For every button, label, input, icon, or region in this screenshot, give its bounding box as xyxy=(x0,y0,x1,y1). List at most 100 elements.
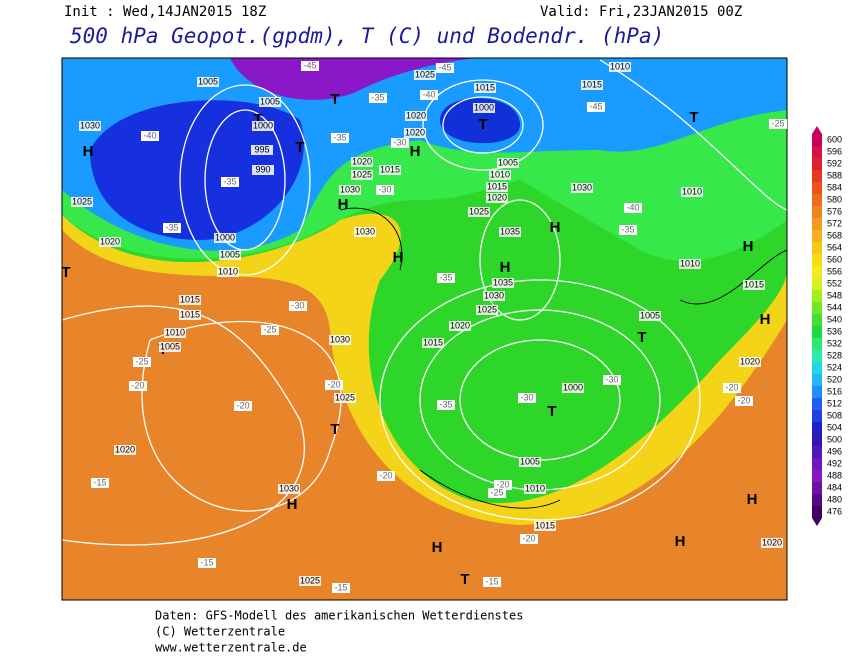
legend-swatch xyxy=(812,506,822,518)
legend-label: 480 xyxy=(827,494,842,504)
legend-label: 592 xyxy=(827,158,842,168)
legend-label: 520 xyxy=(827,374,842,384)
isobar-label: 1015 xyxy=(380,164,400,174)
isobar-label: 1020 xyxy=(352,156,372,166)
isobar-label: 1025 xyxy=(477,304,497,314)
isobar-label-bg xyxy=(114,445,136,455)
temperature-label: -15 xyxy=(93,477,106,487)
legend-swatch xyxy=(812,410,822,422)
legend-label: 600 xyxy=(827,134,842,144)
isobar-label: 1010 xyxy=(610,61,630,71)
temperature-label: -35 xyxy=(223,176,236,186)
temperature-label-bg xyxy=(129,381,147,391)
isobar-label: 1025 xyxy=(300,575,320,585)
legend-swatch xyxy=(812,206,822,218)
temperature-label-bg xyxy=(234,401,252,411)
temperature-label: -30 xyxy=(393,137,406,147)
legend-swatch xyxy=(812,374,822,386)
temperature-label: -40 xyxy=(422,89,435,99)
pressure-center: T xyxy=(330,421,339,438)
isobar-label-bg xyxy=(278,484,300,494)
legend-label: 596 xyxy=(827,146,842,156)
pressure-center: H xyxy=(500,259,511,276)
isobar-label-bg xyxy=(179,295,201,305)
legend-label: 512 xyxy=(827,398,842,408)
temperature-label-bg xyxy=(391,138,409,148)
isobar-label-bg xyxy=(486,193,508,203)
isobar-label-bg xyxy=(404,128,426,138)
isobar-label: 1015 xyxy=(744,279,764,289)
isobar-label-bg xyxy=(164,328,186,338)
temperature-label: -15 xyxy=(200,557,213,567)
temperature-label-bg xyxy=(301,61,319,71)
temperature-label: -35 xyxy=(371,92,384,102)
legend-swatch xyxy=(812,482,822,494)
legend-swatch xyxy=(812,350,822,362)
temperature-label: -45 xyxy=(438,62,451,72)
isobar-label: 1015 xyxy=(423,337,443,347)
temperature-label-bg xyxy=(437,273,455,283)
legend-label: 536 xyxy=(827,326,842,336)
temperature-label: -35 xyxy=(621,224,634,234)
legend-swatch xyxy=(812,458,822,470)
pressure-center: T xyxy=(637,329,646,346)
temperature-label-bg xyxy=(619,225,637,235)
legend-swatch xyxy=(812,230,822,242)
temperature-label: -20 xyxy=(379,470,392,480)
legend-swatch xyxy=(812,242,822,254)
temperature-label: -45 xyxy=(303,60,316,70)
isobar-label: 1020 xyxy=(115,444,135,454)
isobar-label-bg xyxy=(351,170,373,180)
legend-swatch xyxy=(812,170,822,182)
pressure-center: H xyxy=(760,311,771,328)
isobar-label-bg xyxy=(581,80,603,90)
isobar-label-bg xyxy=(483,291,505,301)
temperature-label-bg xyxy=(141,131,159,141)
isobar-label-bg xyxy=(571,183,593,193)
isobar-label-bg xyxy=(329,335,351,345)
legend-label: 516 xyxy=(827,386,842,396)
temperature-label: -35 xyxy=(439,272,452,282)
legend-label: 584 xyxy=(827,182,842,192)
isobar-label-bg xyxy=(499,227,521,237)
isobar-label: 1015 xyxy=(180,294,200,304)
isobar-label: 1005 xyxy=(220,249,240,259)
isobar-label-bg xyxy=(534,521,556,531)
legend-swatch xyxy=(812,326,822,338)
isobar-label-bg xyxy=(252,121,274,131)
temperature-label: -30 xyxy=(291,300,304,310)
isobar-label-bg xyxy=(489,170,511,180)
legend-label: 548 xyxy=(827,290,842,300)
pressure-center: H xyxy=(747,491,758,508)
isobar-label: 1035 xyxy=(493,277,513,287)
isobar-label: 1020 xyxy=(740,356,760,366)
legend-label: 576 xyxy=(827,206,842,216)
isobar-label-bg xyxy=(179,310,201,320)
legend-label: 572 xyxy=(827,218,842,228)
isobar-label: 1030 xyxy=(484,290,504,300)
isobar-label: 1015 xyxy=(180,309,200,319)
isobar-label: 1020 xyxy=(406,110,426,120)
pressure-center: T xyxy=(330,91,339,108)
temperature-label-bg xyxy=(91,478,109,488)
temperature-label: -30 xyxy=(378,184,391,194)
legend-swatch xyxy=(812,386,822,398)
pressure-center: T xyxy=(61,264,70,281)
isobar-label: 1000 xyxy=(215,232,235,242)
temperature-label: -45 xyxy=(589,101,602,111)
temperature-label: -20 xyxy=(737,395,750,405)
isobar-label: 1000 xyxy=(474,102,494,112)
temperature-label: -15 xyxy=(485,576,498,586)
isobar-label-bg xyxy=(497,158,519,168)
isobar-label: 1005 xyxy=(498,157,518,167)
legend-label: 528 xyxy=(827,350,842,360)
isobar-label-bg xyxy=(743,280,765,290)
isobar-label: 1030 xyxy=(572,182,592,192)
isobar-label-bg xyxy=(449,321,471,331)
pressure-center: H xyxy=(550,219,561,236)
legend-swatch xyxy=(812,434,822,446)
isobar-label: 1015 xyxy=(582,79,602,89)
pressure-center: T xyxy=(547,403,556,420)
